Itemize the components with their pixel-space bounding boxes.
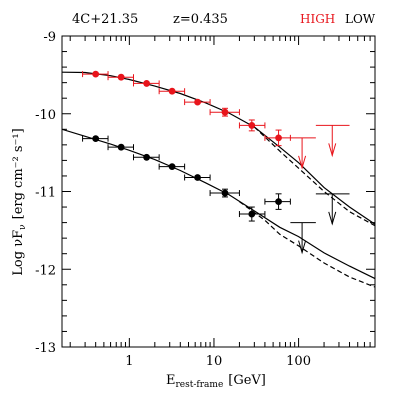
model-curve-solid-low [62,128,375,280]
upper-limit-arrow-head [328,143,337,158]
upper-limit-high [290,137,316,170]
y-tick-label: -12 [35,263,56,278]
data-point-low [82,135,109,143]
upper-limit-low [290,222,316,255]
data-point-high [264,129,291,147]
marker [92,135,100,143]
data-point-high [209,107,240,117]
svg-text:Log νFν[erg cm⁻² s⁻¹]: Log νFν [erg cm⁻² s⁻¹] [11,128,28,275]
marker [221,189,229,197]
model-curve-dashed-high [253,126,375,227]
upper-limit-arrow-head [328,211,337,226]
plot-border [61,35,376,348]
data-point-low [184,174,211,181]
x-tick-label: 1 [125,354,133,369]
upper-limit-low [315,193,350,226]
model-curves [62,71,375,288]
x-axis-label-sub: rest-frame [176,380,224,390]
marker [143,80,151,87]
y-tick-label: -13 [35,341,56,356]
y-tick-label: -10 [35,108,56,123]
source-name: 4C+21.35 [72,12,138,27]
data-point-high [238,119,266,132]
marker [194,98,201,106]
header: 4C+21.35 z=0.435 HIGH LOW [72,12,376,27]
marker [168,87,176,95]
data-point-high [82,70,109,78]
model-curve-dashed-low [239,201,375,288]
axis-tick-labels: 1 10 100 -9 -10 -11 -12 -13 [35,30,311,369]
marker [275,198,282,206]
legend-low: LOW [345,12,376,26]
axis-ticks [62,35,376,348]
x-axis-label: Erest-frame [GeV] [166,373,266,390]
x-axis-label-main: E [166,373,176,388]
data-point-low [133,153,160,161]
upper-limit-arrow-head [298,155,307,170]
data-point-low [107,143,135,151]
marker [117,143,125,151]
svg-text:Erest-frame[GeV]: Erest-frame [GeV] [166,373,266,390]
y-axis-label: Log νFν [erg cm⁻² s⁻¹] [11,128,28,275]
marker [194,174,201,181]
redshift-label: z=0.435 [173,12,228,27]
marker [248,210,256,218]
marker [248,122,256,129]
data-point-high [158,87,186,95]
marker [168,163,176,171]
data-point-low [238,206,266,222]
upper-limit-arrow-head [298,240,307,255]
legend-high: HIGH [300,12,335,26]
x-axis-label-unit: [GeV] [228,373,266,388]
y-tick-label: -9 [43,30,56,45]
marker [143,153,151,161]
x-tick-label: 100 [286,354,311,369]
data-point-high [184,98,211,106]
data-point-low [158,163,186,171]
plot-frame [61,35,376,348]
data-point-high [133,80,160,87]
marker [275,134,282,142]
data-point-low [209,188,240,198]
data-point-high [107,73,135,81]
data-point-low [264,193,291,210]
y-axis-label-unit: [erg cm⁻² s⁻¹] [11,128,26,219]
upper-limit-high [315,124,350,158]
y-axis-label-sub: ν [18,224,28,229]
marker [221,108,229,116]
marker [92,70,100,78]
data-points [82,70,350,255]
y-axis-label-main: Log νF [11,230,26,276]
y-tick-label: -11 [35,186,56,201]
x-tick-label: 10 [206,354,223,369]
marker [117,73,125,81]
model-curve-solid-high [62,71,375,225]
